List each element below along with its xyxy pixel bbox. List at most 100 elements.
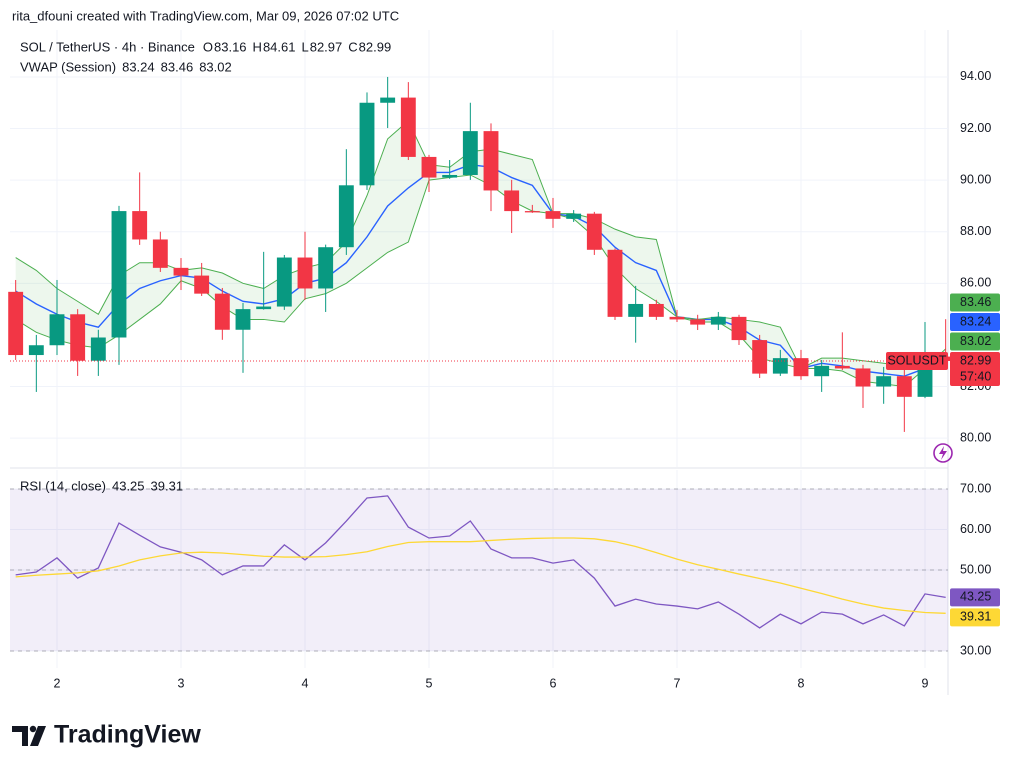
x-tick-label: 6 bbox=[550, 676, 557, 690]
candle-body bbox=[28, 345, 44, 356]
axis-value: 82.99 bbox=[960, 353, 991, 367]
axis-value-box bbox=[950, 588, 1000, 607]
axis-value-box bbox=[950, 332, 1000, 351]
symbol-label: SOLUSDT bbox=[887, 353, 946, 367]
x-tick-label: 9 bbox=[922, 676, 929, 690]
ohlc-value: 82.99 bbox=[359, 39, 392, 54]
ohlc-value: 83.16 bbox=[214, 39, 247, 54]
candle-body bbox=[214, 293, 230, 330]
x-tick-label: 7 bbox=[674, 676, 681, 690]
indicator-value: 83.02 bbox=[199, 59, 232, 74]
candle-body bbox=[483, 131, 499, 191]
ohlc-value: 84.61 bbox=[263, 39, 296, 54]
candle-body bbox=[793, 358, 809, 377]
y-tick-label: 88.00 bbox=[960, 224, 991, 238]
candle-body bbox=[876, 376, 892, 387]
candle-body bbox=[49, 314, 65, 346]
axis-value: 83.24 bbox=[960, 314, 991, 328]
vwap-line bbox=[15, 174, 946, 388]
axis-value-box bbox=[950, 293, 1000, 312]
candle-body bbox=[442, 174, 458, 178]
candle-body bbox=[669, 316, 685, 320]
alert-icon bbox=[933, 443, 953, 463]
candle-body bbox=[90, 337, 106, 361]
y-tick-label: 94.00 bbox=[960, 69, 991, 83]
candle-body bbox=[917, 368, 933, 397]
rsi-line bbox=[15, 537, 946, 614]
candle-body bbox=[8, 291, 24, 356]
candle-body bbox=[504, 190, 520, 212]
candle-body bbox=[710, 316, 726, 325]
candle-body bbox=[276, 257, 292, 307]
ohlc-label: L bbox=[301, 39, 308, 54]
y-tick-label: 70.00 bbox=[960, 481, 991, 495]
candle-body bbox=[111, 211, 127, 338]
candle-body bbox=[607, 249, 623, 317]
y-tick-label: 92.00 bbox=[960, 121, 991, 135]
candle-body bbox=[628, 303, 644, 317]
candle-body bbox=[690, 319, 706, 325]
rsi-band bbox=[10, 489, 948, 651]
ohlc-value: 82.97 bbox=[310, 39, 343, 54]
candle-body bbox=[297, 257, 313, 289]
candle-body bbox=[731, 316, 747, 341]
candle-body bbox=[814, 365, 830, 377]
candle-body bbox=[545, 211, 561, 219]
candle-body bbox=[896, 376, 912, 397]
vwap-line bbox=[15, 119, 947, 370]
candle-body bbox=[132, 211, 148, 240]
candle-body bbox=[194, 275, 210, 294]
axis-value-box bbox=[950, 312, 1000, 331]
symbol-box bbox=[886, 351, 948, 370]
axis-value: 83.46 bbox=[960, 295, 991, 309]
axis-value: 39.31 bbox=[960, 610, 991, 624]
axis-value-box bbox=[950, 608, 1000, 627]
candle-body bbox=[772, 358, 788, 374]
candle-body bbox=[648, 303, 664, 317]
vwap-line bbox=[15, 163, 947, 377]
symbol-title: SOL / TetherUS · 4h · Binance bbox=[20, 39, 195, 54]
candle-body bbox=[235, 309, 251, 330]
ohlc-label: C bbox=[348, 39, 357, 54]
candle-body bbox=[586, 213, 602, 250]
candle-body bbox=[524, 211, 540, 213]
candle-body bbox=[256, 306, 272, 310]
indicator-value: 83.24 bbox=[122, 59, 155, 74]
logo bbox=[12, 725, 46, 746]
y-tick-label: 86.00 bbox=[960, 276, 991, 290]
axis-value: 43.25 bbox=[960, 590, 991, 604]
candle-body bbox=[752, 340, 768, 374]
candle-body bbox=[173, 267, 189, 276]
x-tick-label: 3 bbox=[178, 676, 185, 690]
x-tick-label: 8 bbox=[798, 676, 805, 690]
candle-body bbox=[359, 102, 375, 186]
candle-body bbox=[318, 247, 334, 289]
candle-body bbox=[566, 213, 582, 219]
ohlc-label: H bbox=[253, 39, 262, 54]
candle-body bbox=[462, 131, 478, 175]
candle-body bbox=[70, 314, 86, 361]
candle-body bbox=[855, 368, 871, 387]
candle-body bbox=[421, 156, 437, 178]
y-tick-label: 30.00 bbox=[960, 643, 991, 657]
x-tick-label: 2 bbox=[54, 676, 61, 690]
candle-body bbox=[152, 239, 168, 268]
candle-body bbox=[338, 185, 354, 248]
candle-body bbox=[380, 97, 396, 103]
x-tick-label: 5 bbox=[426, 676, 433, 690]
y-tick-label: 50.00 bbox=[960, 562, 991, 576]
indicator-title: VWAP (Session) bbox=[20, 59, 116, 74]
candle-body bbox=[400, 97, 416, 157]
countdown: 57:40 bbox=[960, 369, 991, 383]
indicator-value: 39.31 bbox=[151, 478, 184, 493]
candle-body bbox=[834, 365, 850, 369]
brand: TradingView bbox=[54, 721, 201, 749]
indicator-value: 83.46 bbox=[161, 59, 194, 74]
axis-value-box bbox=[950, 351, 1000, 386]
indicator-title: RSI (14, close) bbox=[20, 478, 106, 493]
y-tick-label: 80.00 bbox=[960, 430, 991, 444]
indicator-value: 43.25 bbox=[112, 478, 145, 493]
ohlc-label: O bbox=[203, 39, 213, 54]
